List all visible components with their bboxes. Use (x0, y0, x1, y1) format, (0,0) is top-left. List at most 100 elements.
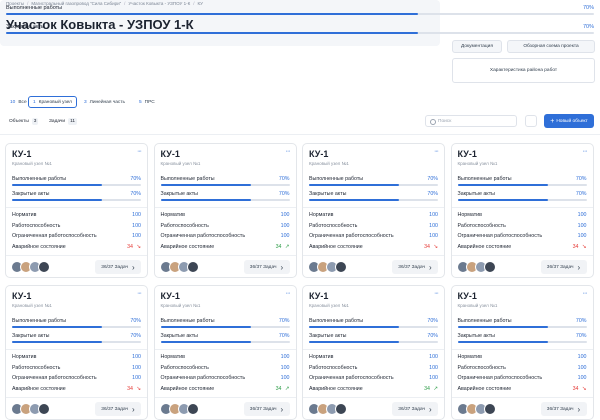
trend-icon: ↗ (433, 386, 438, 393)
search-input[interactable]: Поиск (425, 115, 517, 127)
divider (303, 207, 444, 208)
breadcrumb-item[interactable]: Магистральный газопровод “Сила Сибири” (27, 1, 121, 6)
filter-count: 3 (31, 118, 39, 125)
progress-track (309, 199, 438, 201)
breadcrumb-item[interactable]: Участок Ковыкта - УЗПОУ 1-К (124, 1, 190, 6)
more-button[interactable]: ··· (137, 148, 142, 155)
tasks-button[interactable]: 36/37 Задач (95, 260, 141, 274)
filter-settings[interactable] (525, 115, 537, 127)
metric-row: Ограниченная работоспособность 100 (161, 375, 290, 381)
metric-value: 34 (572, 386, 579, 393)
more-button[interactable]: ··· (582, 290, 588, 297)
more-button[interactable]: ··· (434, 290, 439, 297)
progress-bar (160, 341, 251, 343)
progress-bar (12, 326, 103, 328)
metric-value: 100 (577, 354, 587, 360)
progress-label: Выполненные работы (160, 176, 215, 182)
card-subtitle: Крановый узел №1 (160, 161, 201, 166)
progress-track (160, 341, 290, 343)
metric-value: 100 (280, 212, 290, 218)
progress-value: 70% (278, 191, 290, 197)
progress-label: Закрытые акты (457, 191, 495, 197)
metric-label: Ограниченная работоспособность (457, 233, 543, 240)
breadcrumb-item[interactable]: Проекты (6, 1, 25, 6)
object-card[interactable]: КУ-1 ··· Крановый узел №1 Выполненные работ… (302, 143, 445, 278)
divider (6, 255, 147, 256)
metric-value: 34 (275, 244, 282, 251)
tasks-button[interactable]: 36/37 Задач (540, 260, 587, 274)
progress-label: Выполненные работы (309, 176, 364, 182)
divider (6, 349, 147, 350)
progress-track (12, 199, 141, 201)
filter-chip[interactable]: Задачи 11 (46, 116, 81, 127)
avatar (483, 403, 496, 415)
progress-row: Закрытые акты 70% (12, 191, 141, 201)
divider (451, 397, 593, 398)
object-card[interactable]: КУ-1 ··· Крановый узел №1 Выполненные работ… (450, 143, 594, 278)
progress-value: 70% (582, 24, 594, 30)
tab[interactable]: 3 Линейная часть (80, 96, 129, 108)
tab[interactable]: 10 Все (6, 96, 31, 108)
metric-value: 100 (429, 212, 438, 218)
progress-label: Закрытые акты (12, 333, 50, 339)
divider (154, 349, 296, 350)
metric-row: Работоспособность 100 (12, 365, 141, 371)
trend-icon: ↘ (136, 244, 141, 251)
tab[interactable]: 1 Крановый узел (28, 96, 77, 108)
progress-track (309, 184, 438, 186)
progress-label: Закрытые акты (309, 191, 347, 197)
new-object-button[interactable]: Новый объект (544, 114, 594, 128)
tasks-button[interactable]: 36/37 Задач (243, 260, 290, 274)
progress-value: 70% (427, 176, 438, 182)
metric-value: 100 (429, 375, 438, 382)
tasks-button[interactable]: 36/37 Задач (243, 402, 290, 416)
tab-label: ПРС (144, 99, 155, 105)
metric-value: 100 (429, 354, 438, 360)
more-button[interactable]: ··· (137, 290, 142, 297)
progress-row: Выполненные работы 70% (309, 176, 438, 186)
metric-label: Аварийное состояние (457, 244, 512, 251)
divider (6, 397, 147, 398)
more-button[interactable]: ··· (285, 290, 291, 297)
button-label: Новый объект (556, 118, 588, 124)
progress-row: Закрытые акты 70% (309, 333, 438, 343)
more-button[interactable]: ··· (285, 148, 291, 155)
metric-row: Ограниченная работоспособность 100 (458, 233, 587, 239)
progress-value: 70% (278, 318, 290, 324)
metric-value: 100 (577, 212, 587, 218)
card-subtitle: Крановый узел №1 (457, 161, 498, 166)
metric-label: Ограниченная работоспособность (309, 375, 394, 382)
trend-icon: ↗ (284, 244, 290, 251)
tasks-button[interactable]: 36/37 Задач (392, 260, 438, 274)
metric-label: Аварийное состояние (160, 386, 215, 393)
tasks-button[interactable]: 36/37 Задач (392, 402, 438, 416)
trend-icon: ↘ (581, 244, 587, 251)
metric-label: Аварийное состояние (12, 244, 66, 251)
object-card[interactable]: КУ-1 ··· Крановый узел №1 Выполненные работ… (153, 143, 297, 278)
tasks-button[interactable]: 36/37 Задач (540, 402, 587, 416)
link-area[interactable]: Характеристика района работ (452, 58, 595, 83)
progress-track (12, 184, 141, 186)
progress-value: 70% (575, 333, 587, 339)
object-card[interactable]: КУ-1 ··· Крановый узел №1 Выполненные работ… (5, 143, 148, 278)
progress-label: Закрытые акты (457, 333, 495, 339)
link-docs[interactable]: Документация (452, 40, 502, 53)
more-button[interactable]: ··· (582, 148, 588, 155)
metric-value: 100 (577, 364, 587, 371)
metric-value: 100 (132, 222, 141, 229)
filter-chip[interactable]: Объекты 3 (6, 116, 42, 127)
breadcrumb-item[interactable]: КУ (193, 1, 204, 6)
metric-value: 100 (132, 375, 141, 382)
divider (303, 255, 444, 256)
progress-track (6, 13, 594, 15)
tasks-button[interactable]: 36/37 Задач (95, 402, 141, 416)
progress-label: Выполненные работы (309, 318, 364, 324)
tab[interactable]: 5 ПРС (135, 96, 159, 108)
progress-label: Выполненные работы (6, 5, 63, 11)
more-button[interactable]: ··· (434, 148, 439, 155)
metric-value: 100 (280, 233, 290, 240)
metric-label: Норматив (12, 354, 37, 360)
progress-track (457, 326, 587, 328)
link-overview[interactable]: Обзорная схема проекта (507, 40, 595, 53)
progress-value: 70% (575, 191, 587, 197)
